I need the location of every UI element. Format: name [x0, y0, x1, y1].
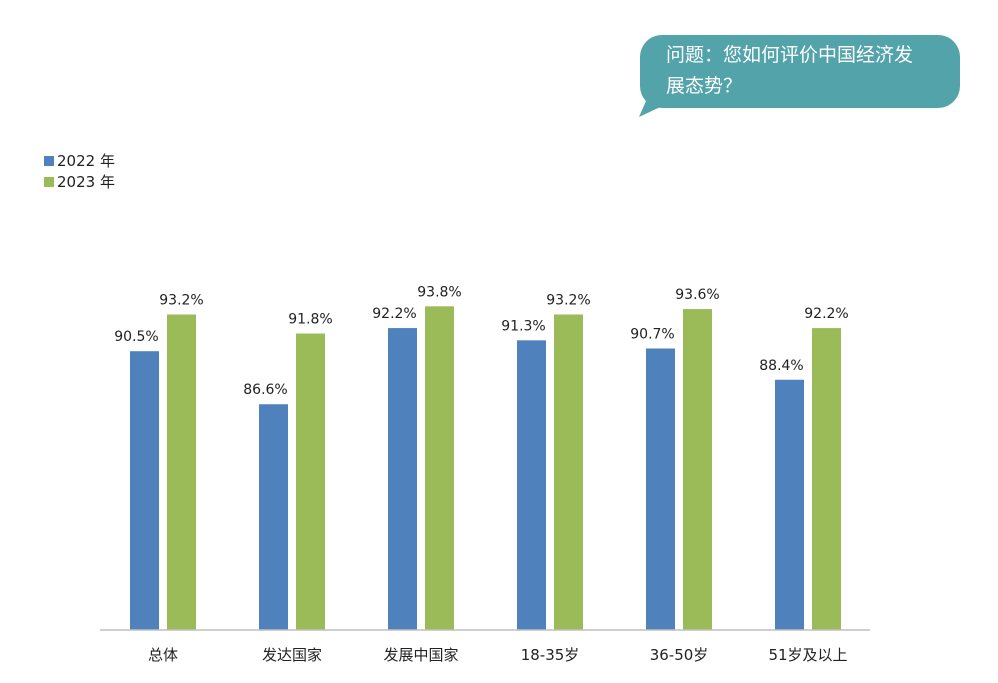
- bar-2023: [683, 309, 712, 630]
- legend-label-2022: 2022 年: [57, 152, 115, 170]
- x-tick-label: 发达国家: [262, 646, 322, 664]
- legend-item-2022: 2022 年: [44, 150, 115, 171]
- x-tick-label: 36-50岁: [650, 646, 709, 664]
- legend-swatch-2022: [44, 155, 54, 166]
- data-label: 86.6%: [243, 382, 287, 398]
- data-label: 93.6%: [675, 287, 719, 303]
- data-label: 93.2%: [159, 292, 203, 308]
- x-tick-label: 18-35岁: [521, 646, 580, 664]
- data-label: 92.2%: [804, 306, 848, 322]
- bar-2022: [646, 348, 675, 630]
- data-label: 93.8%: [417, 284, 461, 300]
- bar-2022: [130, 351, 159, 630]
- callout-line-2: 展态势？: [666, 75, 743, 97]
- bar-2023: [812, 328, 841, 630]
- bar-2022: [388, 328, 417, 630]
- data-label: 93.2%: [546, 292, 590, 308]
- data-label: 90.7%: [630, 326, 674, 342]
- callout-line-1: 问题：您如何评价中国经济发: [666, 44, 914, 66]
- bar-2023: [425, 306, 454, 630]
- data-label: 91.3%: [501, 318, 545, 334]
- x-tick-label: 发展中国家: [383, 646, 458, 664]
- bar-2023: [296, 333, 325, 630]
- data-label: 91.8%: [288, 312, 332, 328]
- x-tick-label: 51岁及以上: [768, 646, 847, 664]
- legend-swatch-2023: [44, 176, 54, 187]
- bar-2023: [554, 314, 583, 630]
- bar-2023: [167, 314, 196, 630]
- legend-label-2023: 2023 年: [57, 173, 115, 191]
- question-callout: 问题：您如何评价中国经济发 展态势？: [640, 35, 960, 108]
- legend-item-2023: 2023 年: [44, 171, 115, 192]
- data-label: 90.5%: [114, 329, 158, 345]
- data-label: 92.2%: [372, 306, 416, 322]
- bar-2022: [517, 340, 546, 630]
- bar-2022: [259, 404, 288, 630]
- bar-2022: [775, 379, 804, 630]
- x-tick-label: 总体: [148, 646, 178, 664]
- data-label: 88.4%: [759, 358, 803, 374]
